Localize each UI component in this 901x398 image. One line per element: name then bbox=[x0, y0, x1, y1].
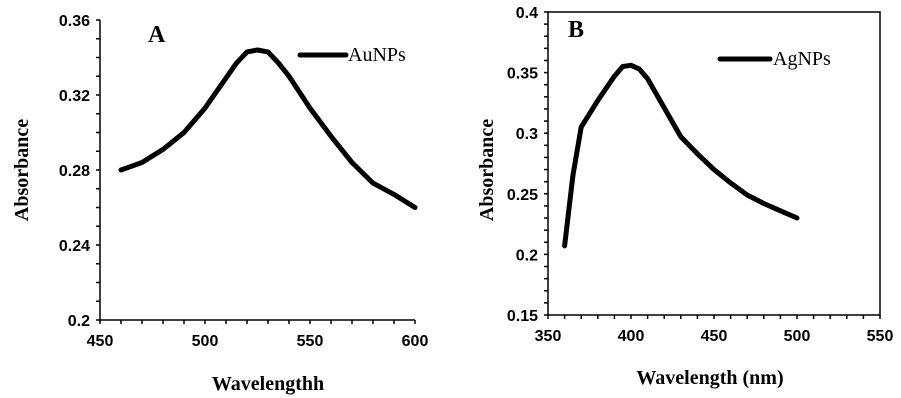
chart-panel-b: B Absorbance Wavelength (nm) 0.15 0.2 0.25… bbox=[476, 5, 893, 389]
panel-a-x-tick-label: 550 bbox=[297, 333, 324, 350]
panel-a-y-tick-label: 0.24 bbox=[59, 238, 90, 255]
panel-b-x-tick-label: 400 bbox=[618, 328, 645, 345]
panel-a-x-tick-label: 500 bbox=[192, 333, 219, 350]
panel-b-x-tick-label: 550 bbox=[867, 328, 894, 345]
panel-b-y-tick-label: 0.15 bbox=[507, 308, 538, 325]
panel-b-series-line bbox=[562, 62, 800, 249]
panel-b-y-tick-label: 0.2 bbox=[516, 247, 538, 264]
panel-a-x-tick-label: 600 bbox=[402, 333, 429, 350]
panel-a-y-axis-title: Absorbance bbox=[11, 119, 33, 221]
panel-a-series-line bbox=[118, 47, 418, 210]
panel-b-y-tick-label: 0.3 bbox=[516, 126, 538, 143]
panel-a-label: A bbox=[148, 22, 166, 48]
panel-b-x-tick-label: 450 bbox=[701, 328, 728, 345]
panel-a-x-tick-label: 450 bbox=[87, 333, 114, 350]
panel-b-y-tick-label: 0.25 bbox=[507, 187, 538, 204]
panel-b-x-tick-label: 500 bbox=[784, 328, 811, 345]
panel-b-y-tick-label: 0.35 bbox=[507, 66, 538, 83]
chart-panel-a: A Absorbance Wavelengthh 0.2 0.24 0.28 0.32… bbox=[11, 13, 428, 395]
panel-a-y-tick-label: 0.36 bbox=[59, 13, 90, 30]
panel-a-y-tick-label: 0.28 bbox=[59, 163, 90, 180]
panel-b-label: B bbox=[568, 17, 584, 43]
panel-a-y-tick-label: 0.32 bbox=[59, 88, 90, 105]
panel-a-legend-label: AuNPs bbox=[348, 44, 406, 66]
panel-b-y-tick-label: 0.4 bbox=[516, 5, 538, 22]
panel-b-x-tick-label: 350 bbox=[535, 328, 562, 345]
panel-b-x-axis-title: Wavelength (nm) bbox=[636, 367, 783, 389]
panel-b-y-axis-title: Absorbance bbox=[476, 119, 498, 221]
panel-a-x-axis-title: Wavelengthh bbox=[212, 373, 324, 395]
panel-a-y-tick-label: 0.2 bbox=[68, 313, 90, 330]
panel-b-legend-label: AgNPs bbox=[773, 48, 831, 70]
